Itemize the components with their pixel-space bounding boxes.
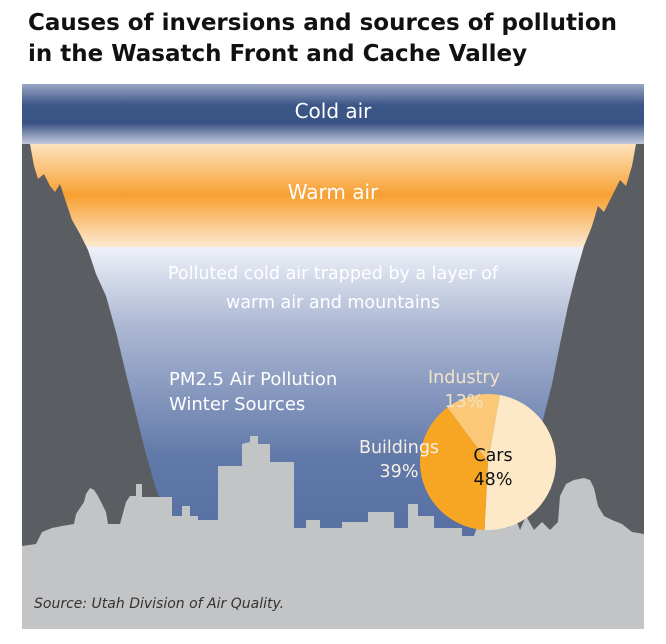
- pie-label-buildings: Buildings 39%: [344, 436, 454, 484]
- pie-heading-line-2: Winter Sources: [169, 394, 306, 415]
- trapped-air-line-1: Polluted cold air trapped by a layer of: [167, 264, 499, 284]
- scene-illustration: [22, 84, 644, 629]
- pie-label-cars: Cars 48%: [458, 444, 528, 492]
- cold-air-band: [22, 84, 644, 144]
- trapped-air-label: Polluted cold air trapped by a layer of …: [122, 260, 544, 318]
- warm-air-label: Warm air: [287, 180, 379, 204]
- pie-chart: [420, 394, 556, 530]
- pie-heading: PM2.5 Air Pollution Winter Sources: [169, 367, 409, 417]
- pie-heading-line-1: PM2.5 Air Pollution: [169, 369, 338, 390]
- pie-label-buildings-name: Buildings: [358, 438, 440, 458]
- trapped-air-line-2: warm air and mountains: [226, 293, 440, 313]
- right-mountain: [504, 144, 644, 629]
- pie-label-industry-value: 13%: [444, 392, 484, 412]
- cold-air-label: Cold air: [294, 99, 372, 123]
- chart-title: Causes of inversions and sources of poll…: [28, 10, 617, 67]
- pie-label-industry-name: Industry: [428, 368, 500, 388]
- pie-slice-industry: [447, 394, 500, 462]
- pie-label-industry: Industry 13%: [414, 366, 514, 414]
- pie-slice-buildings: [420, 407, 488, 530]
- city-skyline: [22, 436, 644, 629]
- pie-label-buildings-value: 39%: [379, 462, 419, 482]
- pie-slice-cars: [484, 395, 556, 530]
- warm-air-band: [22, 144, 644, 247]
- source-note: Source: Utah Division of Air Quality.: [34, 596, 285, 612]
- pie-label-cars-value: 48%: [473, 470, 513, 490]
- pie-label-cars-name: Cars: [473, 446, 513, 466]
- inversion-scene: Cold air Warm air Polluted cold air trap…: [22, 84, 644, 629]
